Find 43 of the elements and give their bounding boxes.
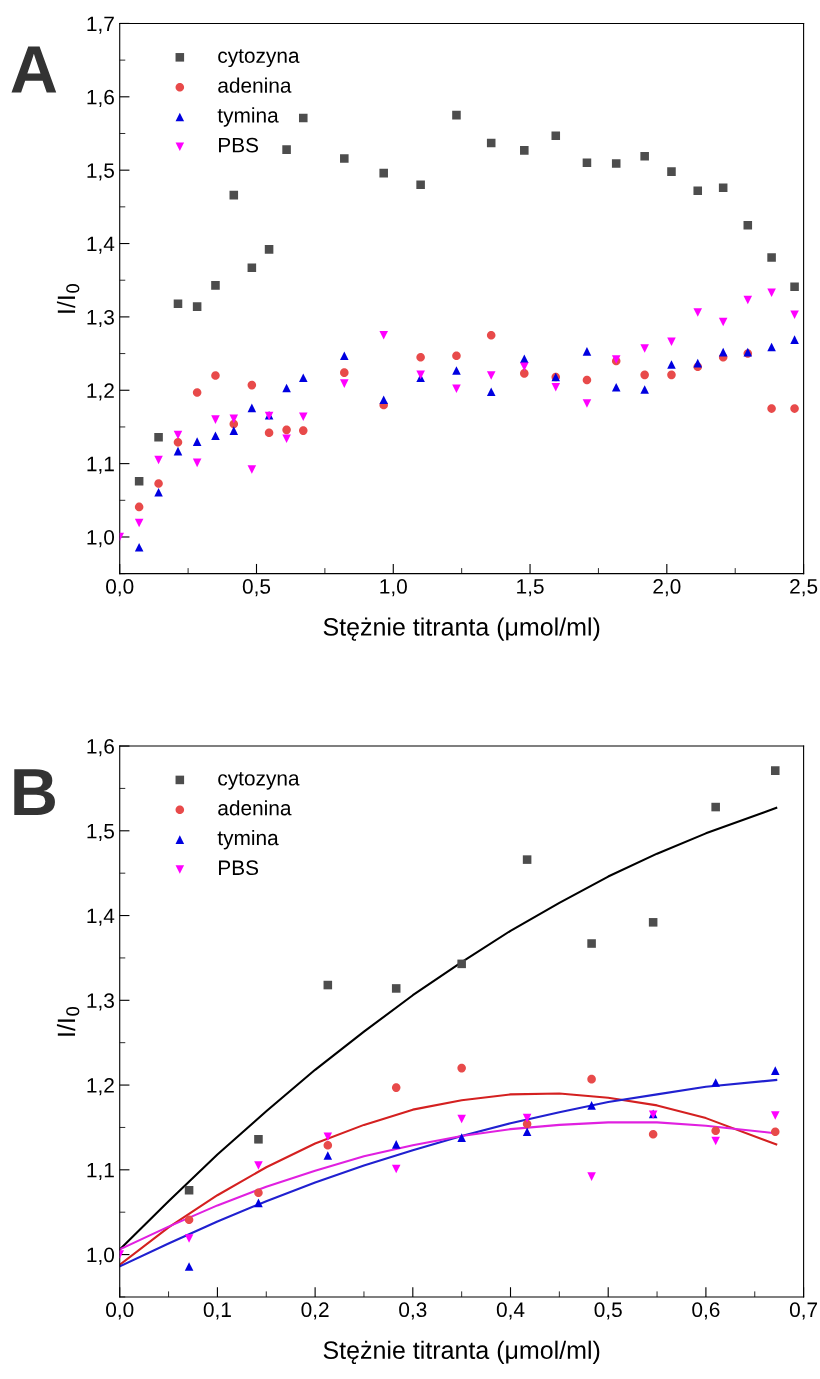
legend-label: cytozyna: [218, 49, 300, 68]
legend-label: cytozyna: [218, 771, 300, 790]
x-tick-label: 0,7: [789, 1302, 818, 1320]
x-tick-label: 0,3: [399, 1302, 427, 1320]
x-tick-label: 1,0: [380, 579, 407, 597]
y-tick-label: 1,2: [87, 1078, 114, 1096]
x-tick-label: 0,4: [496, 1302, 525, 1320]
y-tick-label: 1,4: [87, 236, 115, 254]
y-tick-label: 1,2: [87, 383, 114, 401]
x-axis-title: Stężnie titranta (μmol/ml): [323, 1340, 600, 1364]
x-tick-label: 0,0: [106, 1302, 134, 1320]
x-tick-label: 2,5: [790, 579, 818, 597]
legend-label: PBS: [219, 860, 259, 876]
y-tick-label: 1,1: [87, 456, 114, 474]
legend-label: PBS: [219, 137, 259, 153]
y-axis-title: I/I$_{0}$: [56, 1006, 80, 1036]
x-tick-label: 1,5: [517, 579, 544, 597]
x-tick-label: 0,5: [594, 1302, 622, 1320]
y-tick-label: 1,3: [87, 993, 114, 1011]
y-tick-label: 1,5: [87, 824, 114, 842]
y-tick-label: 1,5: [87, 163, 114, 181]
x-tick-label: 0,2: [301, 1302, 329, 1320]
text: B: [14, 769, 55, 816]
x-tick-label: 0,0: [106, 579, 134, 597]
y-tick-label: 1,4: [87, 908, 115, 926]
x-axis-title: Stężnie titranta (μmol/ml): [323, 617, 600, 641]
legend-label: adenina: [218, 77, 292, 93]
y-tick-label: 1,6: [87, 739, 114, 757]
legend-label: adenina: [218, 800, 292, 816]
y-axis-title: I/I$_{0}$: [56, 284, 80, 313]
y-tick-label: 1,1: [87, 1163, 114, 1181]
legend-label: tymina: [217, 107, 279, 127]
y-tick-label: 1,0: [87, 529, 115, 548]
x-tick-label: 0,5: [242, 579, 271, 597]
y-tick-label: 1,6: [87, 89, 114, 108]
legend-label: tymina: [217, 829, 279, 850]
x-tick-label: 0,6: [692, 1302, 720, 1320]
y-tick-label: 1,0: [87, 1247, 115, 1265]
x-tick-label: 0,1: [203, 1302, 231, 1320]
text: A: [11, 46, 57, 93]
x-tick-label: 2,0: [653, 579, 681, 597]
y-tick-label: 1,3: [87, 309, 114, 328]
y-tick-label: 1,7: [87, 16, 114, 34]
